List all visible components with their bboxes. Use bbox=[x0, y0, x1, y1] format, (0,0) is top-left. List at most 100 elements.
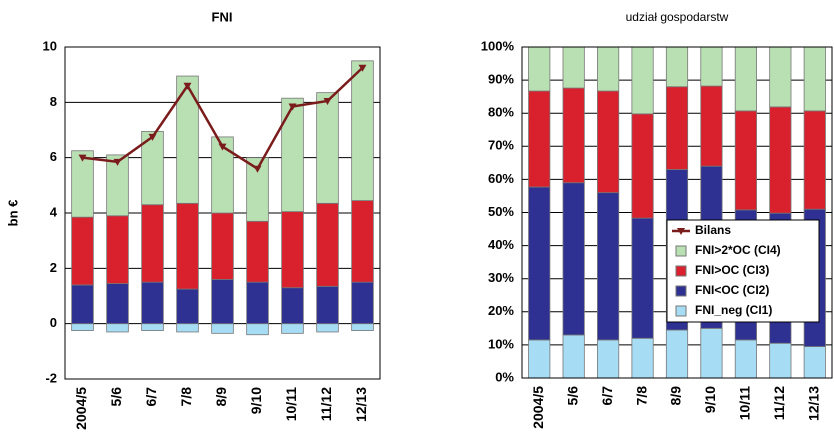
legend-swatch bbox=[675, 265, 687, 277]
x-tick-label: 10/11 bbox=[737, 386, 753, 420]
bar-segment bbox=[351, 60, 374, 201]
bar-segment bbox=[528, 339, 551, 379]
legend-label: FNI_neg (CI1) bbox=[695, 303, 772, 317]
bar-segment bbox=[700, 46, 723, 87]
bar-segment bbox=[562, 46, 585, 89]
bar-segment bbox=[316, 202, 339, 287]
x-tick-label: 5/6 bbox=[564, 386, 580, 406]
y-tick-label: 20% bbox=[488, 303, 514, 318]
bar-segment bbox=[281, 287, 304, 325]
x-tick-label: 6/7 bbox=[143, 387, 159, 407]
plot-border bbox=[521, 46, 833, 379]
bar-segment bbox=[281, 211, 304, 289]
bar-segment bbox=[734, 110, 757, 211]
x-tick-label: 6/7 bbox=[599, 386, 615, 406]
bar-segment bbox=[631, 46, 654, 115]
legend-label: FNI<OC (CI2) bbox=[695, 283, 769, 297]
x-tick-label: 9/10 bbox=[248, 387, 264, 414]
bar-segment bbox=[351, 281, 374, 325]
x-tick-label: 10/11 bbox=[283, 387, 299, 421]
bar-segment bbox=[106, 283, 129, 325]
bar-segment bbox=[246, 281, 269, 325]
bar-segment bbox=[176, 202, 199, 290]
y-tick-label: 0% bbox=[495, 369, 514, 384]
line-marker bbox=[253, 165, 262, 173]
legend-label: Bilans bbox=[695, 223, 731, 237]
x-tick-label: 2004/5 bbox=[73, 387, 89, 430]
bar-segment bbox=[562, 334, 585, 379]
bar-segment bbox=[246, 157, 269, 222]
bar-segment bbox=[71, 284, 94, 325]
legend-swatch bbox=[675, 285, 687, 297]
bar-segment bbox=[211, 323, 234, 334]
bar-segment bbox=[316, 92, 339, 204]
line-marker bbox=[78, 154, 87, 162]
bar-segment bbox=[246, 220, 269, 283]
line-marker bbox=[183, 82, 192, 90]
legend-label: FNI>OC (CI3) bbox=[695, 263, 769, 277]
plot-border bbox=[64, 46, 381, 380]
bar-segment bbox=[631, 337, 654, 379]
legend-swatch bbox=[675, 245, 687, 257]
bar-segment bbox=[71, 323, 94, 331]
bar-segment bbox=[176, 288, 199, 325]
bar-segment bbox=[528, 186, 551, 341]
bar-segment bbox=[106, 215, 129, 284]
bar-segment bbox=[734, 339, 757, 379]
bar-segment bbox=[528, 90, 551, 188]
bar-segment bbox=[631, 113, 654, 219]
bar-segment bbox=[597, 192, 620, 341]
bar-segment bbox=[141, 323, 164, 331]
bar-segment bbox=[316, 285, 339, 325]
x-tick-label: 11/12 bbox=[771, 386, 787, 420]
bar-segment bbox=[734, 46, 757, 112]
line-marker bbox=[323, 97, 332, 105]
x-tick-label: 7/8 bbox=[633, 386, 649, 406]
bar-segment bbox=[246, 323, 269, 336]
bar-segment bbox=[700, 85, 723, 167]
y-tick-label: 40% bbox=[488, 237, 514, 252]
line-marker bbox=[148, 133, 157, 141]
x-tick-label: 11/12 bbox=[318, 387, 334, 421]
bar-segment bbox=[351, 200, 374, 283]
bar-segment bbox=[803, 110, 826, 210]
x-tick-label: 8/9 bbox=[213, 387, 229, 407]
y-tick-label: 100% bbox=[481, 38, 515, 53]
legend-label: FNI>2*OC (CI4) bbox=[695, 243, 781, 257]
x-tick-label: 8/9 bbox=[668, 386, 684, 406]
y-axis-label: bn € bbox=[5, 200, 20, 227]
bar-segment bbox=[141, 130, 164, 206]
y-tick-label: 10 bbox=[43, 38, 57, 53]
bar-segment bbox=[700, 327, 723, 379]
x-tick-label: 7/8 bbox=[178, 387, 194, 407]
chart-title: FNI bbox=[212, 9, 233, 24]
bar-segment bbox=[211, 278, 234, 325]
y-tick-label: 80% bbox=[488, 105, 514, 120]
bar-segment bbox=[562, 87, 585, 184]
bar-segment bbox=[665, 86, 689, 170]
x-tick-label: 9/10 bbox=[702, 386, 718, 413]
y-tick-label: 0 bbox=[50, 315, 57, 330]
y-tick-label: 90% bbox=[488, 72, 514, 87]
bar-segment bbox=[562, 182, 585, 336]
y-tick-label: 30% bbox=[488, 270, 514, 285]
y-tick-label: 10% bbox=[488, 336, 514, 351]
x-tick-label: 5/6 bbox=[108, 387, 124, 407]
bar-segment bbox=[176, 323, 199, 333]
bar-segment bbox=[176, 75, 199, 204]
bar-segment bbox=[281, 97, 304, 213]
bar-segment bbox=[597, 90, 620, 194]
bar-segment bbox=[597, 339, 620, 379]
bar-segment bbox=[803, 46, 826, 112]
bar-segment bbox=[316, 323, 339, 333]
bar-segment bbox=[106, 323, 129, 333]
bar-segment bbox=[71, 216, 94, 286]
legend-swatch bbox=[675, 305, 687, 317]
bar-segment bbox=[71, 150, 94, 218]
y-tick-label: 60% bbox=[488, 171, 514, 186]
y-tick-label: -2 bbox=[45, 370, 57, 385]
bar-segment bbox=[141, 281, 164, 325]
bar-segment bbox=[351, 323, 374, 331]
bar-segment bbox=[211, 212, 234, 280]
